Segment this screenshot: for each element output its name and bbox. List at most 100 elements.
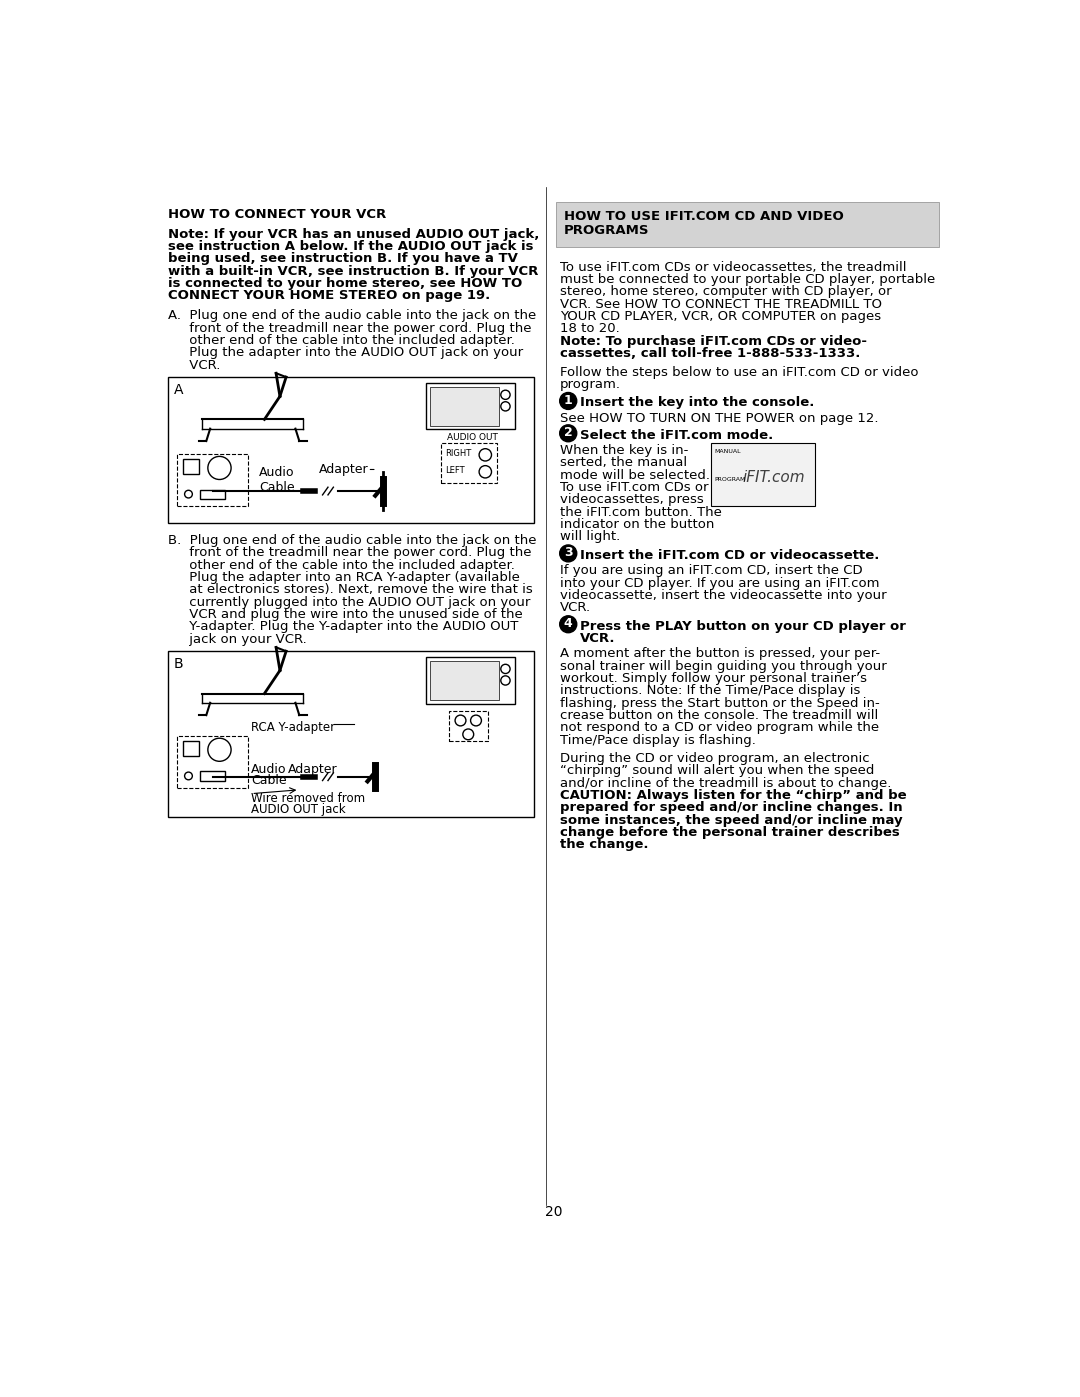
Text: not respond to a CD or video program while the: not respond to a CD or video program whi…: [559, 721, 879, 735]
Text: YOUR CD PLAYER, VCR, OR COMPUTER on pages: YOUR CD PLAYER, VCR, OR COMPUTER on page…: [559, 310, 881, 323]
Text: Follow the steps below to use an iFIT.com CD or video: Follow the steps below to use an iFIT.co…: [559, 366, 918, 379]
Text: B: B: [174, 658, 184, 672]
Bar: [200, 489, 225, 499]
Text: If you are using an iFIT.com CD, insert the CD: If you are using an iFIT.com CD, insert …: [559, 564, 862, 577]
Text: being used, see instruction B. If you have a TV: being used, see instruction B. If you ha…: [167, 253, 517, 265]
Text: VCR.: VCR.: [559, 601, 591, 615]
Text: stereo, home stereo, computer with CD player, or: stereo, home stereo, computer with CD pl…: [559, 285, 891, 299]
Text: sonal trainer will begin guiding you through your: sonal trainer will begin guiding you thr…: [559, 659, 887, 673]
Text: mode will be selected.: mode will be selected.: [559, 469, 710, 482]
Text: MANUAL: MANUAL: [715, 448, 741, 454]
Text: LEFT: LEFT: [445, 465, 464, 475]
Bar: [177, 454, 248, 507]
Circle shape: [559, 616, 577, 633]
Text: 20: 20: [544, 1204, 563, 1218]
Text: the iFIT.com button. The: the iFIT.com button. The: [559, 506, 721, 518]
Text: VCR. See HOW TO CONNECT THE TREADMILL TO: VCR. See HOW TO CONNECT THE TREADMILL TO: [559, 298, 881, 310]
Bar: [183, 740, 199, 756]
Text: To use iFIT.com CDs or videocassettes, the treadmill: To use iFIT.com CDs or videocassettes, t…: [559, 261, 906, 274]
Text: HOW TO CONNECT YOUR VCR: HOW TO CONNECT YOUR VCR: [167, 208, 386, 221]
Text: prepared for speed and/or incline changes. In: prepared for speed and/or incline change…: [559, 802, 902, 814]
Text: Insert the iFIT.com CD or videocassette.: Insert the iFIT.com CD or videocassette.: [580, 549, 879, 562]
Text: VCR and plug the wire into the unused side of the: VCR and plug the wire into the unused si…: [167, 608, 523, 622]
Text: Y-adapter. Plug the Y-adapter into the AUDIO OUT: Y-adapter. Plug the Y-adapter into the A…: [167, 620, 518, 633]
Bar: [167, 377, 535, 524]
Text: B.  Plug one end of the audio cable into the jack on the: B. Plug one end of the audio cable into …: [167, 534, 536, 548]
Text: Audio
Cable: Audio Cable: [259, 465, 295, 493]
Text: Note: To purchase iFIT.com CDs or video-: Note: To purchase iFIT.com CDs or video-: [559, 335, 867, 348]
Text: serted, the manual: serted, the manual: [559, 457, 687, 469]
Bar: [441, 443, 497, 482]
Text: with a built-in VCR, see instruction B. If your VCR: with a built-in VCR, see instruction B. …: [167, 264, 538, 278]
Text: will light.: will light.: [559, 531, 620, 543]
Text: Plug the adapter into the AUDIO OUT jack on your: Plug the adapter into the AUDIO OUT jack…: [167, 346, 523, 359]
Text: Adapter: Adapter: [287, 763, 337, 775]
Text: flashing, press the Start button or the Speed in-: flashing, press the Start button or the …: [559, 697, 879, 710]
Text: front of the treadmill near the power cord. Plug the: front of the treadmill near the power co…: [167, 321, 531, 335]
Bar: [556, 203, 940, 247]
Text: Cable: Cable: [252, 774, 287, 787]
Text: jack on your VCR.: jack on your VCR.: [167, 633, 307, 645]
Text: HOW TO USE IFIT.COM CD AND VIDEO: HOW TO USE IFIT.COM CD AND VIDEO: [564, 210, 843, 224]
Text: the change.: the change.: [559, 838, 648, 851]
Text: and/or incline of the treadmill is about to change.: and/or incline of the treadmill is about…: [559, 777, 891, 789]
Text: CAUTION: Always listen for the “chirp” and be: CAUTION: Always listen for the “chirp” a…: [559, 789, 906, 802]
Text: A: A: [174, 383, 184, 397]
Text: Note: If your VCR has an unused AUDIO OUT jack,: Note: If your VCR has an unused AUDIO OU…: [167, 228, 539, 240]
Text: 4: 4: [564, 617, 572, 630]
Text: 3: 3: [564, 546, 572, 559]
Text: 18 to 20.: 18 to 20.: [559, 323, 620, 335]
Text: 1: 1: [564, 394, 572, 407]
Text: change before the personal trainer describes: change before the personal trainer descr…: [559, 826, 900, 840]
Text: Audio: Audio: [252, 763, 287, 775]
Text: front of the treadmill near the power cord. Plug the: front of the treadmill near the power co…: [167, 546, 531, 559]
Text: RIGHT: RIGHT: [445, 448, 471, 458]
Text: CONNECT YOUR HOME STEREO on page 19.: CONNECT YOUR HOME STEREO on page 19.: [167, 289, 490, 302]
Text: To use iFIT.com CDs or: To use iFIT.com CDs or: [559, 481, 708, 495]
Bar: [426, 383, 515, 429]
Text: AUDIO OUT jack: AUDIO OUT jack: [252, 803, 346, 816]
Text: program.: program.: [559, 377, 621, 391]
Text: must be connected to your portable CD player, portable: must be connected to your portable CD pl…: [559, 274, 935, 286]
Text: other end of the cable into the included adapter.: other end of the cable into the included…: [167, 559, 514, 571]
Text: PROGRAM: PROGRAM: [715, 478, 746, 482]
Bar: [426, 658, 515, 704]
Text: Wire removed from: Wire removed from: [252, 792, 365, 805]
Text: at electronics stores). Next, remove the wire that is: at electronics stores). Next, remove the…: [167, 584, 532, 597]
Bar: [430, 661, 499, 700]
Text: workout. Simply follow your personal trainer’s: workout. Simply follow your personal tra…: [559, 672, 867, 685]
Bar: [711, 443, 815, 506]
Text: Insert the key into the console.: Insert the key into the console.: [580, 397, 814, 409]
Text: is connected to your home stereo, see HOW TO: is connected to your home stereo, see HO…: [167, 277, 522, 291]
Text: A moment after the button is pressed, your per-: A moment after the button is pressed, yo…: [559, 647, 880, 661]
Text: cassettes, call toll-free 1-888-533-1333.: cassettes, call toll-free 1-888-533-1333…: [559, 346, 860, 360]
Text: Time/Pace display is flashing.: Time/Pace display is flashing.: [559, 733, 756, 746]
Text: indicator on the button: indicator on the button: [559, 518, 714, 531]
Bar: [430, 387, 499, 426]
Circle shape: [559, 425, 577, 441]
Text: VCR.: VCR.: [580, 631, 616, 645]
Text: PROGRAMS: PROGRAMS: [564, 224, 649, 237]
Text: During the CD or video program, an electronic: During the CD or video program, an elect…: [559, 752, 869, 766]
Text: A.  Plug one end of the audio cable into the jack on the: A. Plug one end of the audio cable into …: [167, 309, 536, 323]
Bar: [183, 458, 199, 474]
Text: Select the iFIT.com mode.: Select the iFIT.com mode.: [580, 429, 773, 441]
Circle shape: [559, 545, 577, 562]
Bar: [167, 651, 535, 817]
Text: Press the PLAY button on your CD player or: Press the PLAY button on your CD player …: [580, 620, 906, 633]
Text: Adapter: Adapter: [319, 464, 368, 476]
Bar: [200, 771, 225, 781]
Circle shape: [559, 393, 577, 409]
Text: videocassette, insert the videocassette into your: videocassette, insert the videocassette …: [559, 588, 887, 602]
Text: other end of the cable into the included adapter.: other end of the cable into the included…: [167, 334, 514, 346]
Text: instructions. Note: If the Time/Pace display is: instructions. Note: If the Time/Pace dis…: [559, 685, 860, 697]
Text: “chirping” sound will alert you when the speed: “chirping” sound will alert you when the…: [559, 764, 874, 777]
Text: AUDIO OUT: AUDIO OUT: [447, 433, 498, 443]
Text: iFIT.com: iFIT.com: [742, 469, 805, 485]
Text: Plug the adapter into an RCA Y-adapter (available: Plug the adapter into an RCA Y-adapter (…: [167, 571, 519, 584]
Text: currently plugged into the AUDIO OUT jack on your: currently plugged into the AUDIO OUT jac…: [167, 595, 530, 609]
Text: 2: 2: [564, 426, 572, 439]
Text: crease button on the console. The treadmill will: crease button on the console. The treadm…: [559, 708, 878, 722]
Text: some instances, the speed and/or incline may: some instances, the speed and/or incline…: [559, 813, 902, 827]
Text: RCA Y-adapter: RCA Y-adapter: [252, 721, 336, 733]
